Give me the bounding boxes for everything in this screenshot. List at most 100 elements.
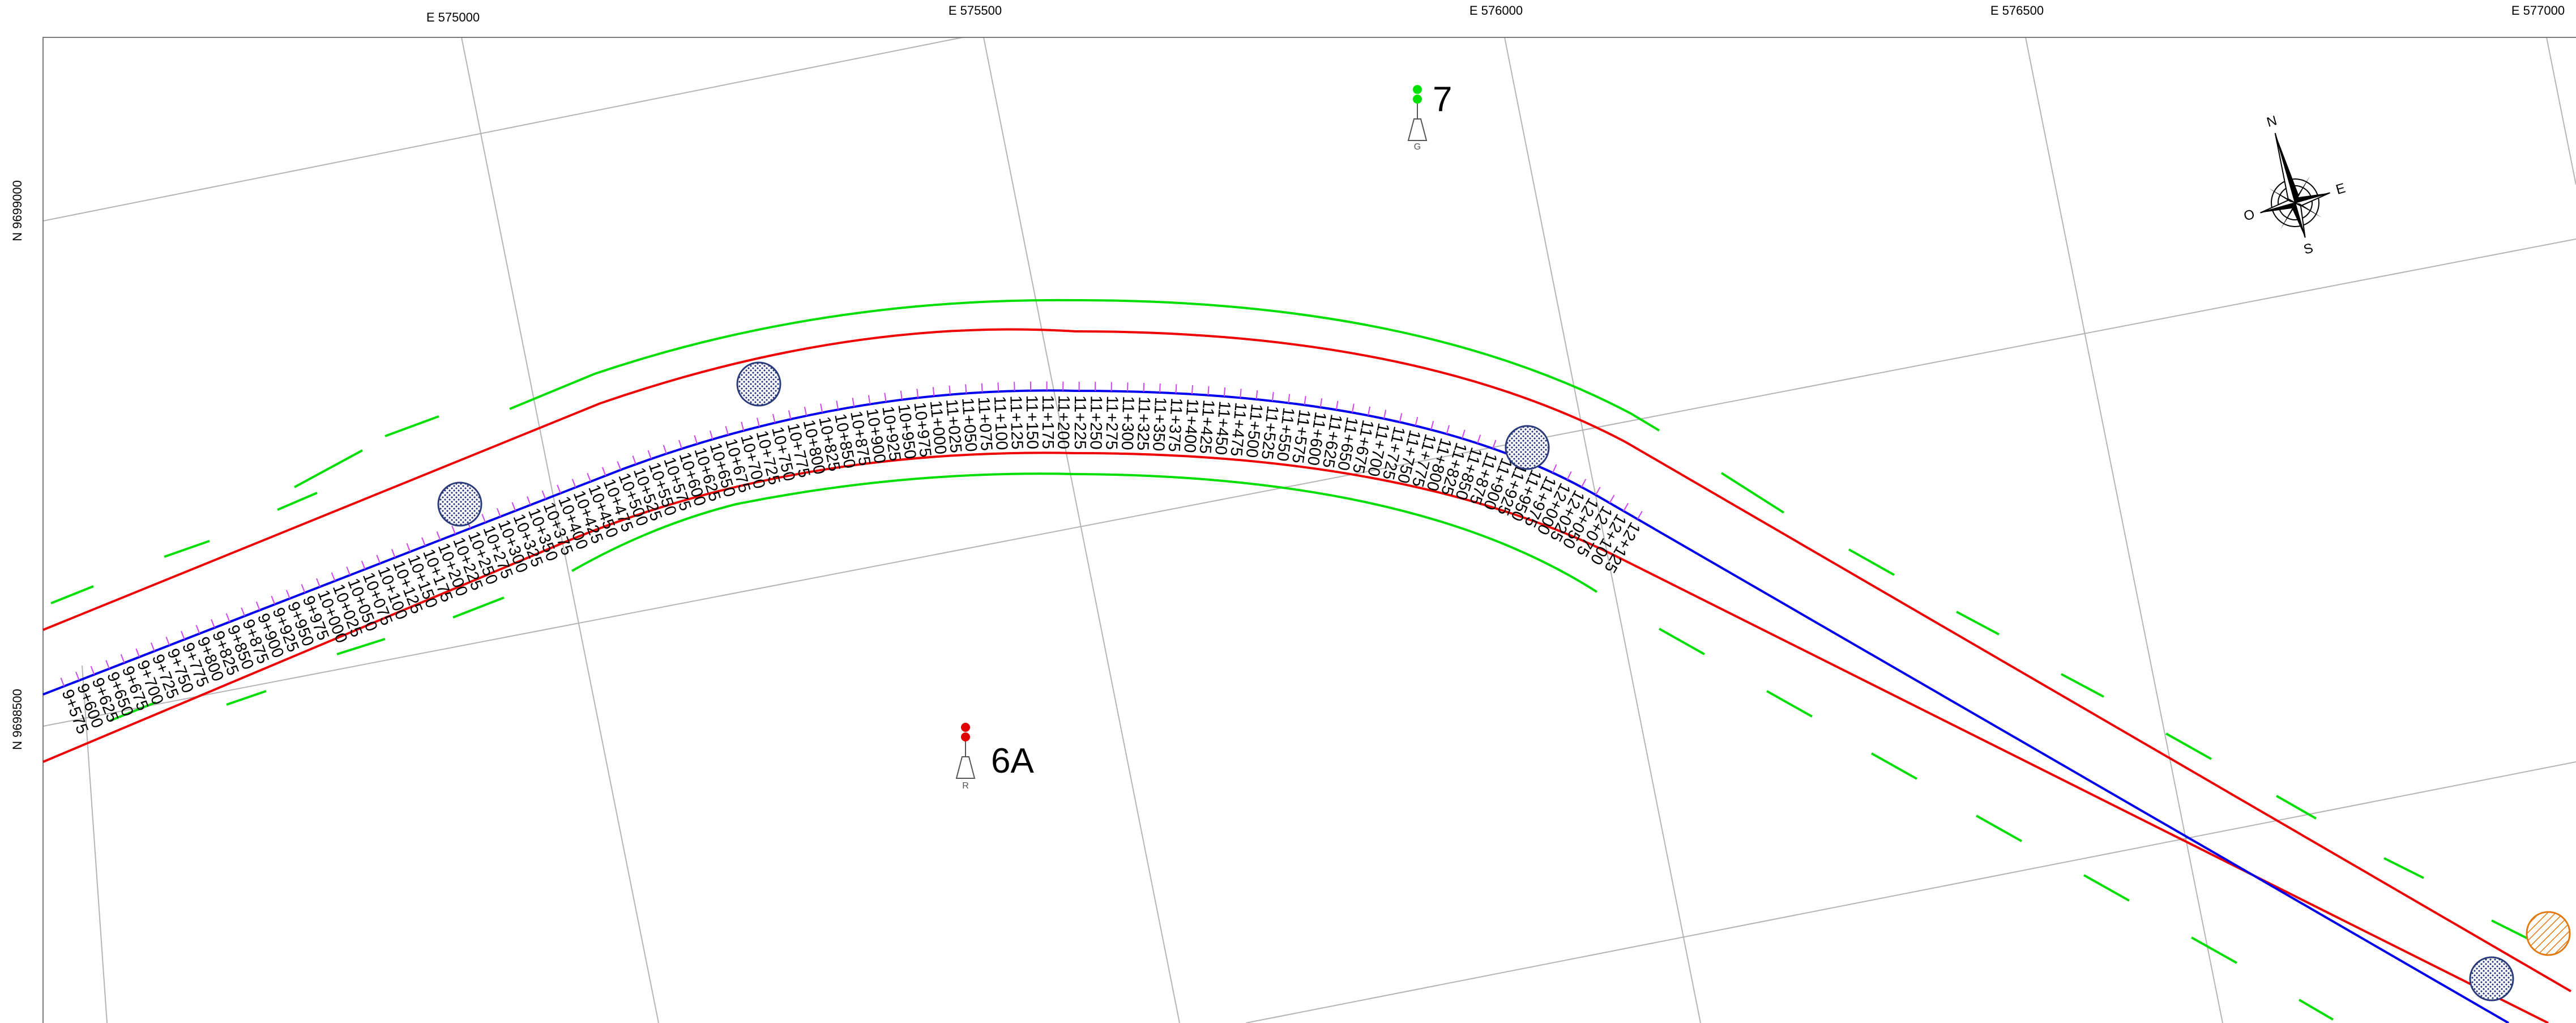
easting-label: E 575000 xyxy=(426,10,480,24)
station-tick xyxy=(557,484,561,494)
station-tick xyxy=(694,435,698,445)
right-of-way-line-outer xyxy=(42,328,2572,992)
station-tick xyxy=(884,393,887,402)
easting-label: E 576500 xyxy=(1990,3,2044,18)
station-tick xyxy=(195,625,200,634)
station-tick xyxy=(286,590,291,599)
pier-label: 6A xyxy=(991,741,1034,781)
station-tick xyxy=(316,578,321,587)
station-label: 11+250 xyxy=(1087,395,1105,450)
station-tick xyxy=(949,385,951,395)
station-tick xyxy=(1566,471,1572,480)
compass-west-letter: O xyxy=(2242,206,2256,224)
station-label: 11+175 xyxy=(1039,395,1057,449)
station-tick xyxy=(346,566,351,576)
station-tick xyxy=(421,537,426,547)
station-label: 11+350 xyxy=(1149,397,1169,451)
map-frame xyxy=(42,37,2576,1023)
station-tick xyxy=(1477,434,1481,444)
station-label: 11+450 xyxy=(1211,400,1233,456)
green-edge-dash xyxy=(2491,919,2532,941)
easting-label: E 575500 xyxy=(949,3,1002,18)
station-tick xyxy=(391,549,396,558)
station-tick xyxy=(1175,384,1177,394)
station-tick xyxy=(852,398,855,407)
station-tick xyxy=(709,430,714,440)
green-edge-dash xyxy=(2383,857,2424,879)
compass-north-arrow-icon xyxy=(2275,133,2299,203)
northing-label: N 9698500 xyxy=(10,689,24,750)
grid-line xyxy=(82,665,108,1023)
station-tick xyxy=(1399,413,1403,423)
station-tick xyxy=(60,677,65,687)
station-tick xyxy=(1383,410,1387,419)
alignment-axis-line xyxy=(42,389,2510,1023)
green-edge-dash xyxy=(1720,472,1785,514)
grid-labels: E 575000 E 575500 E 576000 E 576500 E 57… xyxy=(10,3,2565,750)
green-edge-dash xyxy=(2083,874,2130,902)
station-tick xyxy=(1492,440,1497,449)
station-tick xyxy=(1637,511,1643,520)
station-tick xyxy=(481,514,486,523)
station-label: 11+400 xyxy=(1180,398,1202,453)
green-edge-dash xyxy=(226,690,267,706)
station-tick xyxy=(836,400,839,410)
green-edge-dash xyxy=(1766,690,1813,718)
structure-circle xyxy=(437,481,482,527)
station-tick xyxy=(436,531,441,540)
green-edge-dash xyxy=(2298,999,2334,1021)
pier-light-icon xyxy=(961,723,970,732)
green-edge-dash xyxy=(1659,628,1705,655)
station-tick xyxy=(601,467,606,476)
easting-label: E 577000 xyxy=(2511,3,2565,18)
station-tick xyxy=(1191,385,1193,394)
station-tick xyxy=(1255,390,1258,400)
station-tick xyxy=(120,654,125,663)
pier-marker-letter: R xyxy=(962,781,969,791)
green-edge-dash xyxy=(1956,611,2000,636)
compass-rose: N S E O xyxy=(2242,113,2347,257)
station-tick xyxy=(1623,502,1629,512)
station-tick xyxy=(1304,396,1306,406)
pier-marker-letter: G xyxy=(1414,142,1421,152)
station-tick xyxy=(741,421,745,431)
station-tick xyxy=(1223,387,1226,397)
grid-line xyxy=(42,238,2576,727)
station-tick xyxy=(496,508,501,517)
station-tick xyxy=(678,440,682,449)
structure-circle xyxy=(1505,425,1550,470)
green-edge-dash xyxy=(164,540,210,558)
station-tick xyxy=(451,525,456,535)
station-tick xyxy=(632,455,636,464)
station-labels: 9+5759+6009+6259+6509+6759+7009+7259+750… xyxy=(58,395,1644,736)
station-tick xyxy=(1415,416,1419,426)
station-label: 11+275 xyxy=(1102,395,1121,450)
station-label: 11+125 xyxy=(1006,395,1026,450)
green-edge-dash xyxy=(336,638,386,655)
green-edge-dash xyxy=(50,585,94,604)
station-tick xyxy=(1288,394,1291,403)
grid-line xyxy=(461,37,659,1023)
station-tick xyxy=(1462,429,1466,439)
station-tick xyxy=(1595,487,1601,496)
station-tick xyxy=(135,648,140,658)
station-tick xyxy=(376,555,381,564)
grid-line xyxy=(1504,37,1701,1023)
station-tick xyxy=(725,426,729,436)
green-edge-dash xyxy=(110,701,156,722)
station-tick xyxy=(1552,464,1557,473)
station-tick xyxy=(75,671,80,681)
station-tick xyxy=(255,602,260,611)
green-edge-dash xyxy=(1976,815,2022,842)
station-tick xyxy=(1240,389,1242,398)
station-label: 11+425 xyxy=(1196,399,1218,454)
station-tick xyxy=(406,543,411,552)
station-tick xyxy=(900,390,903,400)
grid-line xyxy=(983,37,1180,1023)
compass-north-letter: N xyxy=(2265,113,2279,130)
road-alignment xyxy=(42,299,2572,1023)
structure-circle-hatched xyxy=(2526,911,2571,956)
station-tick xyxy=(788,410,792,420)
green-edge-dash xyxy=(294,449,363,488)
station-tick xyxy=(90,666,95,675)
